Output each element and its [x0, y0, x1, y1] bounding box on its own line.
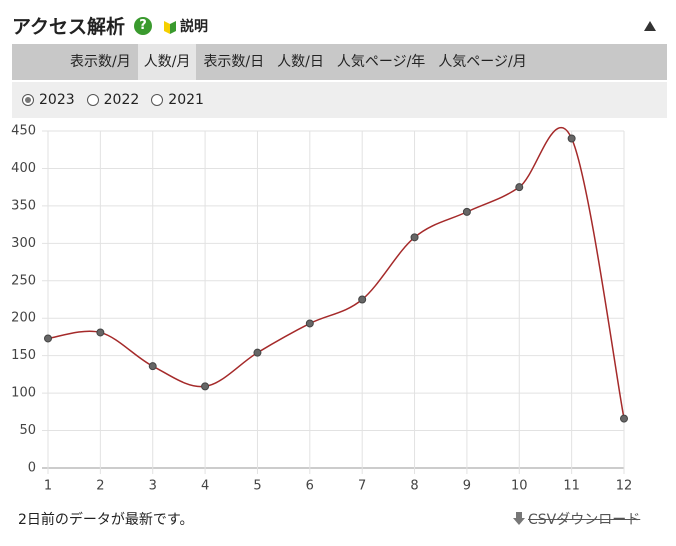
- year-label[interactable]: 2022: [103, 92, 140, 108]
- csv-download[interactable]: CSVダウンロード: [528, 512, 641, 528]
- point: [515, 183, 524, 192]
- y-tick-label: 200: [11, 311, 36, 326]
- point: [620, 414, 628, 423]
- year-label[interactable]: 2023: [39, 92, 75, 108]
- x-tick-label: 3: [149, 479, 157, 494]
- point: [201, 382, 210, 391]
- radio[interactable]: [22, 94, 34, 106]
- x-tick-label: 9: [463, 479, 471, 494]
- point: [462, 207, 471, 216]
- year-selector: 2023 2022 2021: [12, 82, 667, 118]
- x-tick-label: 4: [201, 479, 209, 494]
- x-tick-label: 12: [616, 479, 633, 494]
- y-tick-label: 50: [19, 423, 36, 438]
- footer-note: 2日前のデータが最新です。: [18, 512, 194, 528]
- radio[interactable]: [86, 94, 99, 106]
- line: [47, 127, 625, 419]
- y-tick-label: 400: [11, 161, 36, 176]
- y-tick-label: 150: [11, 348, 36, 363]
- point: [410, 233, 419, 242]
- tab[interactable]: 人気ページ/年: [336, 54, 426, 70]
- x-tick-label: 11: [563, 479, 580, 494]
- help-icon[interactable]: ?: [134, 17, 152, 35]
- x-tick-label: 5: [253, 479, 261, 494]
- tab[interactable]: 人気ページ/月: [438, 54, 527, 70]
- point: [253, 348, 262, 357]
- year-option[interactable]: 2023: [22, 92, 75, 108]
- point: [44, 334, 52, 343]
- help-label[interactable]: 説明: [180, 19, 208, 35]
- tab[interactable]: 表示数/月: [70, 54, 131, 70]
- tab[interactable]: 人数/日: [277, 54, 324, 70]
- year-option[interactable]: 2022: [86, 92, 140, 108]
- x-tick-label: 1: [44, 479, 52, 494]
- y-tick-label: 100: [11, 386, 36, 401]
- title: アクセス解析: [12, 16, 126, 38]
- x-tick-label: 6: [306, 479, 314, 494]
- y-tick-label: 300: [11, 236, 36, 251]
- year-option[interactable]: 2021: [151, 92, 204, 108]
- y-tick-label: 350: [11, 198, 36, 213]
- x-tick-label: 8: [410, 479, 418, 494]
- collapse-icon[interactable]: [643, 20, 657, 32]
- y-tick-label: 450: [11, 124, 36, 139]
- point: [148, 362, 157, 371]
- x-tick-label: 2: [96, 479, 104, 494]
- y-tick-label: 250: [11, 273, 36, 288]
- point: [358, 295, 367, 304]
- download-icon: [513, 512, 525, 525]
- year-label[interactable]: 2021: [168, 92, 204, 108]
- beginner-icon: [164, 21, 176, 34]
- tab-bar: 表示数/月 人数/月 表示数/日 人数/日 人気ページ/年 人気ページ/月: [12, 44, 667, 80]
- y-tick-label: 0: [28, 461, 36, 476]
- tab[interactable]: 人数/月: [137, 44, 197, 80]
- tab[interactable]: 表示数/日: [203, 54, 265, 70]
- x-tick-label: 10: [511, 479, 528, 494]
- point: [305, 319, 314, 328]
- x-tick-label: 7: [358, 479, 366, 494]
- point: [96, 328, 105, 337]
- point: [567, 134, 576, 143]
- radio[interactable]: [151, 94, 164, 106]
